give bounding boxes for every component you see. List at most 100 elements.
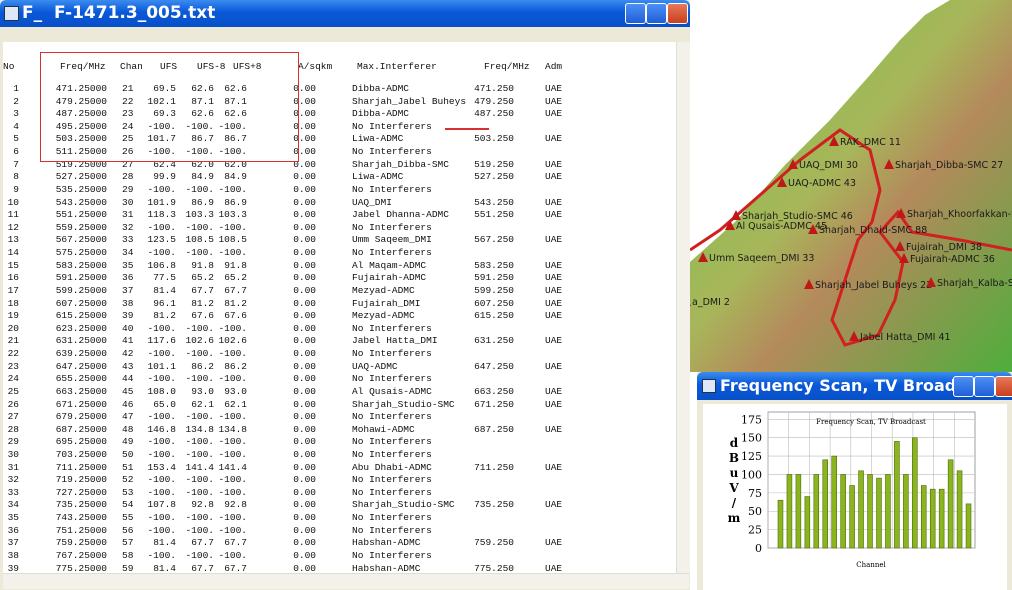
administration: UAE — [545, 96, 562, 108]
frequency: 535.25000 — [27, 184, 107, 196]
x-axis-label: Channel — [856, 561, 886, 569]
interferer: No Interferers — [352, 474, 432, 486]
row-number: 30 — [3, 449, 19, 461]
frequency: 679.25000 — [27, 411, 107, 423]
ufs-plus-8: 108.5 — [167, 234, 247, 246]
ufs-plus-8: 103.3 — [167, 209, 247, 221]
row-number: 37 — [3, 537, 19, 549]
y-tick-label: 75 — [748, 487, 762, 500]
interferer: No Interferers — [352, 247, 432, 259]
ufs-plus-8: -100. — [167, 411, 247, 423]
close-button[interactable] — [667, 3, 688, 24]
row-number: 33 — [3, 487, 19, 499]
interferer-frequency: 567.250 — [434, 234, 514, 246]
interferer: Umm Saqeem_DMI — [352, 234, 432, 246]
y-tick-label: 175 — [741, 413, 762, 426]
bar — [859, 471, 864, 548]
area: 0.00 — [236, 449, 316, 461]
interferer-frequency: 519.250 — [434, 159, 514, 171]
interferer-frequency: 487.250 — [434, 108, 514, 120]
interferer: No Interferers — [352, 373, 432, 385]
frequency: 543.25000 — [27, 197, 107, 209]
interferer: Mohawi-ADMC — [352, 424, 415, 436]
area: 0.00 — [236, 373, 316, 385]
administration: UAE — [545, 260, 562, 272]
interferer: No Interferers — [352, 348, 432, 360]
ufs-plus-8: -100. — [167, 550, 247, 562]
interferer: Habshan-ADMC — [352, 537, 420, 549]
area: 0.00 — [236, 361, 316, 373]
row-number: 10 — [3, 197, 19, 209]
bar — [966, 504, 971, 548]
administration: UAE — [545, 563, 562, 573]
y-tick-label: 25 — [748, 524, 762, 537]
row-number: 24 — [3, 373, 19, 385]
bar — [885, 474, 890, 548]
column-header: Adm — [545, 61, 562, 73]
bar — [805, 497, 810, 548]
interferer-frequency: 607.250 — [434, 298, 514, 310]
row-number: 4 — [3, 121, 19, 133]
maximize-button[interactable] — [646, 3, 667, 24]
row-number: 13 — [3, 234, 19, 246]
map-label: Sharjah_Dibba-SMC 27 — [895, 160, 1003, 171]
administration: UAE — [545, 108, 562, 120]
row-number: 38 — [3, 550, 19, 562]
map-label: UAQ_DMI 30 — [799, 160, 858, 171]
ufs-plus-8: 67.7 — [167, 537, 247, 549]
frequency: 751.25000 — [27, 525, 107, 537]
interferer-frequency: 735.250 — [434, 499, 514, 511]
area: 0.00 — [236, 499, 316, 511]
row-number: 2 — [3, 96, 19, 108]
frequency: 639.25000 — [27, 348, 107, 360]
interferer: No Interferers — [352, 550, 432, 562]
interferer: No Interferers — [352, 449, 432, 461]
interferer: Habshan-ADMC — [352, 563, 420, 573]
screen: {"window": {"title": "F_ F-1471.3_005.tx… — [0, 0, 1012, 590]
area: 0.00 — [236, 234, 316, 246]
interferer: Dibba-ADMC — [352, 108, 409, 120]
ufs-plus-8: 102.6 — [167, 335, 247, 347]
area: 0.00 — [236, 512, 316, 524]
frequency: 719.25000 — [27, 474, 107, 486]
administration: UAE — [545, 499, 562, 511]
interferer-frequency: 775.250 — [434, 563, 514, 573]
frequency: 703.25000 — [27, 449, 107, 461]
chart: Channel 0255075100125150175Frequency Sca… — [697, 372, 1012, 590]
horizontal-scrollbar[interactable] — [3, 573, 689, 589]
bar — [778, 500, 783, 548]
interferer-frequency: 711.250 — [434, 462, 514, 474]
interferer-frequency: 471.250 — [434, 83, 514, 95]
ufs-plus-8: -100. — [167, 247, 247, 259]
frequency: 671.25000 — [27, 399, 107, 411]
ufs-plus-8: -100. — [167, 436, 247, 448]
interferer: UAQ_DMI — [352, 197, 392, 209]
administration: UAE — [545, 209, 562, 221]
ufs-plus-8: -100. — [167, 348, 247, 360]
row-number: 8 — [3, 171, 19, 183]
row-number: 28 — [3, 424, 19, 436]
ufs-plus-8: 65.2 — [167, 272, 247, 284]
area: 0.00 — [236, 537, 316, 549]
ufs-plus-8: 67.7 — [167, 563, 247, 573]
row-number: 21 — [3, 335, 19, 347]
minimize-button[interactable] — [625, 3, 646, 24]
map-label: a_DMI 2 — [692, 297, 730, 308]
row-number: 14 — [3, 247, 19, 259]
area: 0.00 — [236, 222, 316, 234]
administration: UAE — [545, 298, 562, 310]
highlight-underline — [445, 128, 489, 130]
administration: UAE — [545, 133, 562, 145]
ufs-plus-8: 86.9 — [167, 197, 247, 209]
vertical-scrollbar[interactable] — [676, 42, 690, 573]
row-number: 12 — [3, 222, 19, 234]
frequency: 695.25000 — [27, 436, 107, 448]
row-number: 6 — [3, 146, 19, 158]
interferer: No Interferers — [352, 146, 432, 158]
ufs-plus-8: 67.7 — [167, 285, 247, 297]
administration: UAE — [545, 83, 562, 95]
interferer-frequency: 479.250 — [434, 96, 514, 108]
frequency: 735.25000 — [27, 499, 107, 511]
row-number: 25 — [3, 386, 19, 398]
highlight-box — [40, 52, 299, 162]
